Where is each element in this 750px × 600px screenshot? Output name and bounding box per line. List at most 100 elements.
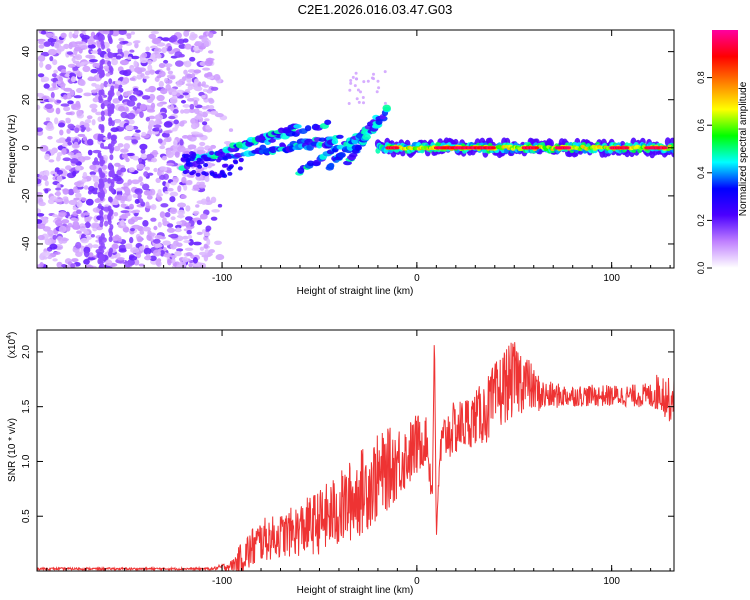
noise-speckle bbox=[172, 108, 179, 114]
noise-speckle bbox=[169, 104, 175, 112]
noise-speckle bbox=[78, 79, 86, 87]
noise-streak bbox=[97, 133, 102, 140]
rising-trace-blob bbox=[220, 153, 226, 158]
noise-speckle bbox=[80, 30, 88, 33]
noise-speckle bbox=[206, 238, 211, 246]
noise-speckle bbox=[169, 207, 178, 215]
noise-speckle bbox=[131, 224, 141, 230]
noise-speckle bbox=[190, 122, 199, 130]
noise-speckle bbox=[157, 188, 162, 196]
noise-speckle bbox=[63, 106, 71, 112]
noise-speckle bbox=[126, 33, 132, 39]
noise-speckle bbox=[188, 108, 196, 114]
noise-speckle bbox=[136, 236, 143, 243]
carrier-peak bbox=[394, 146, 400, 150]
noise-speckle bbox=[126, 100, 136, 107]
rising-trace-blob bbox=[221, 163, 227, 168]
noise-speckle bbox=[51, 73, 57, 78]
noise-speckle bbox=[160, 88, 168, 95]
noise-speckle bbox=[115, 187, 123, 192]
noise-speckle bbox=[214, 240, 222, 246]
rising-trace-blob bbox=[184, 153, 190, 158]
noise-speckle bbox=[54, 198, 63, 203]
noise-speckle bbox=[178, 43, 187, 49]
rising-trace-blob bbox=[349, 79, 353, 82]
snr-series-line bbox=[36, 342, 675, 572]
noise-speckle bbox=[161, 37, 171, 42]
noise-speckle bbox=[46, 122, 54, 130]
noise-speckle bbox=[134, 129, 141, 133]
noise-speckle bbox=[206, 88, 213, 94]
noise-speckle bbox=[153, 225, 158, 231]
noise-speckle bbox=[61, 143, 69, 147]
noise-speckle bbox=[199, 213, 208, 220]
noise-speckle bbox=[196, 219, 202, 225]
noise-speckle bbox=[129, 49, 135, 53]
noise-speckle bbox=[182, 104, 191, 108]
noise-speckle bbox=[55, 190, 61, 197]
noise-speckle bbox=[159, 174, 166, 180]
noise-speckle bbox=[170, 216, 176, 221]
noise-speckle bbox=[155, 127, 160, 132]
noise-speckle bbox=[111, 243, 119, 250]
noise-speckle bbox=[139, 57, 148, 64]
noise-speckle bbox=[166, 227, 176, 233]
noise-speckle bbox=[90, 89, 98, 94]
spectrogram-y-tick-label: 0 bbox=[21, 145, 32, 151]
noise-speckle bbox=[130, 31, 136, 35]
noise-speckle bbox=[128, 203, 135, 210]
noise-speckle bbox=[131, 179, 140, 185]
noise-speckle bbox=[141, 52, 148, 59]
noise-speckle bbox=[176, 248, 184, 252]
noise-speckle bbox=[131, 139, 139, 144]
noise-speckle bbox=[176, 264, 185, 268]
noise-speckle bbox=[38, 44, 45, 49]
noise-speckle bbox=[37, 234, 45, 241]
noise-speckle bbox=[77, 133, 86, 137]
noise-speckle bbox=[75, 87, 84, 93]
noise-speckle bbox=[153, 167, 158, 173]
noise-speckle bbox=[120, 167, 127, 173]
noise-speckle bbox=[37, 178, 42, 185]
noise-speckle bbox=[183, 184, 188, 191]
noise-speckle bbox=[183, 60, 192, 68]
rising-trace-blob bbox=[353, 84, 357, 88]
noise-speckle bbox=[89, 58, 98, 63]
noise-speckle bbox=[163, 130, 173, 134]
noise-speckle bbox=[42, 255, 48, 260]
rising-trace-blob bbox=[238, 158, 244, 163]
noise-speckle bbox=[127, 56, 132, 60]
noise-speckle bbox=[128, 255, 138, 261]
noise-speckle bbox=[114, 162, 121, 167]
noise-speckle bbox=[85, 198, 94, 206]
noise-streak bbox=[107, 132, 112, 139]
colorbar-tick-label: 0.4 bbox=[696, 167, 706, 180]
noise-speckle bbox=[141, 75, 150, 80]
noise-speckle bbox=[56, 175, 63, 182]
noise-speckle bbox=[72, 149, 79, 154]
noise-speckle bbox=[183, 108, 191, 114]
noise-speckle bbox=[43, 41, 51, 47]
noise-speckle bbox=[157, 170, 162, 177]
noise-speckle bbox=[39, 145, 49, 152]
noise-speckle bbox=[132, 40, 140, 44]
noise-speckle bbox=[52, 82, 57, 89]
rising-trace-blob bbox=[216, 152, 222, 157]
carrier-peak bbox=[663, 146, 668, 150]
rising-trace-blob bbox=[372, 77, 375, 81]
noise-speckle bbox=[87, 257, 96, 261]
noise-speckle bbox=[63, 43, 70, 50]
noise-streak bbox=[108, 78, 113, 85]
noise-streak bbox=[107, 60, 112, 67]
noise-speckle bbox=[128, 119, 135, 125]
noise-speckle bbox=[75, 189, 81, 194]
noise-speckle bbox=[182, 38, 189, 43]
noise-speckle bbox=[45, 64, 52, 70]
spectrogram-y-tick-label: 40 bbox=[21, 46, 32, 58]
noise-streak bbox=[98, 167, 103, 174]
noise-speckle bbox=[183, 30, 190, 37]
noise-speckle bbox=[59, 129, 64, 136]
noise-speckle bbox=[54, 219, 63, 227]
noise-speckle bbox=[184, 216, 193, 221]
snr-multiplier-exponent: 4 bbox=[6, 335, 13, 339]
